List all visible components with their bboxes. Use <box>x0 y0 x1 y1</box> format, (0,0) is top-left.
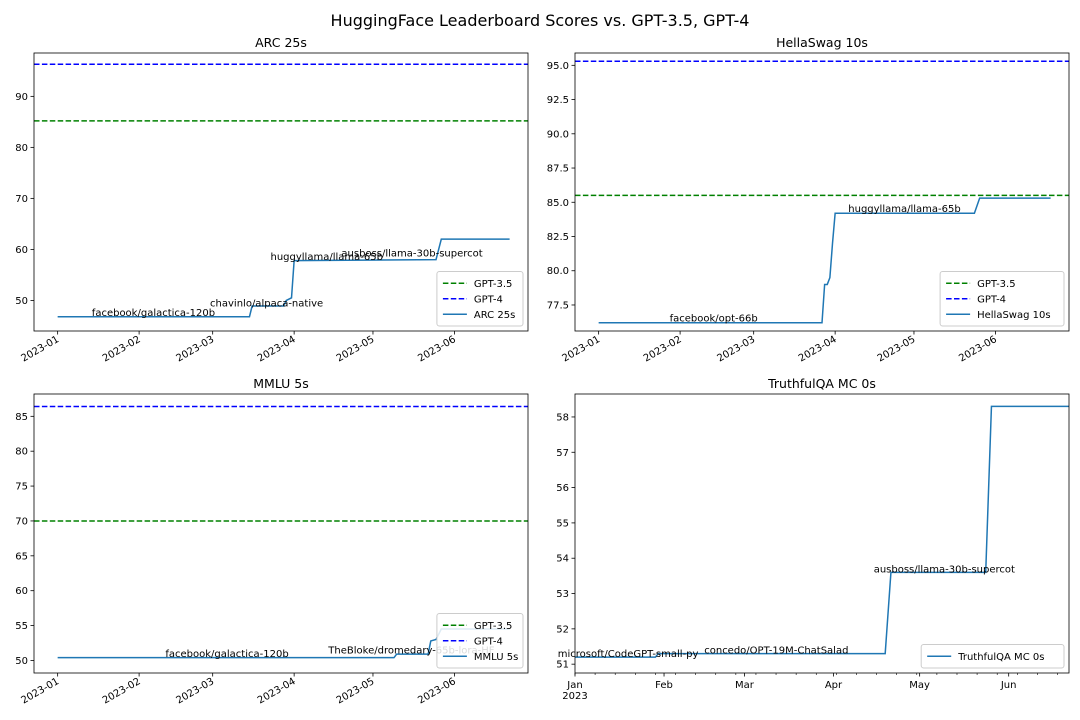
annotation-label: concedo/OPT-19M-ChatSalad <box>704 646 848 657</box>
x-tick-label: 2023-03 <box>715 334 757 364</box>
x-tick-label: 2023-04 <box>256 676 298 706</box>
y-tick-label: 53 <box>556 589 569 600</box>
legend-label: GPT-4 <box>474 294 503 305</box>
y-tick-label: 55 <box>15 621 28 632</box>
x-tick-label: 2023-06 <box>416 676 458 706</box>
annotation-label: TheBloke/dromedary-65b-lora-HF <box>327 645 494 656</box>
y-tick-label: 51 <box>556 660 569 671</box>
y-tick-label: 85 <box>15 412 28 423</box>
y-tick-label: 82.5 <box>547 232 569 243</box>
chart-title: ARC 25s <box>255 35 307 50</box>
annotation-label: facebook/galactica-120b <box>92 308 215 319</box>
legend: TruthfulQA MC 0s <box>920 644 1065 669</box>
annotation-label: facebook/opt-66b <box>670 313 758 324</box>
y-tick-label: 85.0 <box>547 198 569 209</box>
chart-title: MMLU 5s <box>253 376 309 391</box>
legend-box <box>920 644 1065 669</box>
chart-title: HellaSwag 10s <box>776 35 868 50</box>
y-tick-label: 77.5 <box>547 300 569 311</box>
legend-box <box>436 271 524 327</box>
annotation-label: huggyllama/llama-65b <box>848 204 960 215</box>
x-tick-label: 2023-02 <box>101 676 143 706</box>
y-tick-label: 80.0 <box>547 266 569 277</box>
legend-label: GPT-4 <box>977 294 1006 305</box>
legend: GPT-3.5 GPT-4 HellaSwag 10s <box>939 271 1065 327</box>
chart-panel-4: TruthfulQA MC 0s 51 52 53 54 55 56 57 58 Jan 2023 F… <box>556 376 1070 702</box>
y-tick-label: 95.0 <box>547 61 569 72</box>
x-tick-label: 2023-04 <box>797 334 839 364</box>
x-tick-label: 2023-01 <box>19 334 61 364</box>
y-tick-label: 80 <box>15 143 28 154</box>
legend: GPT-3.5 GPT-4 MMLU 5s <box>436 613 524 669</box>
legend-label: TruthfulQA MC 0s <box>957 652 1044 663</box>
y-tick-label: 65 <box>15 551 28 562</box>
x-tick-label: Feb <box>655 680 673 691</box>
y-tick-label: 87.5 <box>547 164 569 175</box>
x-tick-label: 2023-05 <box>876 334 918 364</box>
plot-frame <box>574 52 1070 332</box>
y-tick-label: 50 <box>15 656 28 667</box>
x-tick-label: Jun <box>1000 680 1017 691</box>
x-tick-label: 2023-01 <box>560 334 602 364</box>
plot-frame <box>574 393 1070 674</box>
x-tick-label: 2023-02 <box>642 334 684 364</box>
annotation-label: microsoft/CodeGPT-small-py <box>558 649 699 660</box>
plot-frame <box>33 52 529 332</box>
x-tick-label: 2023-03 <box>174 676 216 706</box>
y-tick-label: 75 <box>15 482 28 493</box>
chart-panel-3: MMLU 5s 50 55 60 65 70 75 80 85 2023-01 2023-02 202… <box>15 376 529 706</box>
x-tick-label: 2023-03 <box>174 334 216 364</box>
plot-frame <box>33 393 529 674</box>
chart-title: TruthfulQA MC 0s <box>767 376 876 391</box>
annotation-label: huggyllama/llama-65b <box>270 252 382 263</box>
y-tick-label: 80 <box>15 447 28 458</box>
legend-label: MMLU 5s <box>474 652 518 663</box>
y-tick-label: 58 <box>556 412 569 423</box>
legend-label: HellaSwag 10s <box>977 310 1050 321</box>
x-tick-label: May <box>909 680 930 691</box>
y-tick-label: 92.5 <box>547 95 569 106</box>
annotation-label: ausboss/llama-30b-supercot <box>341 249 482 260</box>
figure-title: HuggingFace Leaderboard Scores vs. GPT-3… <box>331 11 750 30</box>
series-line-0 <box>598 197 1051 324</box>
x-tick-label: Mar <box>735 680 755 691</box>
y-tick-label: 54 <box>556 554 569 565</box>
x-tick-label: 2023-06 <box>416 334 458 364</box>
x-tick-label: Apr <box>825 680 843 691</box>
legend-label: GPT-4 <box>474 636 503 647</box>
y-tick-label: 90 <box>15 92 28 103</box>
annotation-label: chavinlo/alpaca-native <box>210 299 323 310</box>
legend-label: GPT-3.5 <box>977 279 1015 290</box>
legend-label: ARC 25s <box>474 310 515 321</box>
legend-label: GPT-3.5 <box>474 621 512 632</box>
y-tick-label: 70 <box>15 516 28 527</box>
y-tick-label: 50 <box>15 296 28 307</box>
series-line-0 <box>57 238 510 318</box>
y-tick-label: 90.0 <box>547 129 569 140</box>
y-tick-label: 57 <box>556 448 569 459</box>
x-tick-label: Jan 2023 <box>562 680 587 702</box>
legend-label: GPT-3.5 <box>474 279 512 290</box>
annotation-label: facebook/galactica-120b <box>165 649 288 660</box>
series-line-0 <box>575 405 1069 658</box>
x-tick-label: 2023-04 <box>256 334 298 364</box>
y-tick-label: 60 <box>15 245 28 256</box>
y-tick-label: 52 <box>556 624 569 635</box>
chart-panel-2: HellaSwag 10s 77.5 80.0 82.5 85.0 87.5 90.0 92.… <box>547 35 1070 364</box>
x-tick-label: 2023-02 <box>101 334 143 364</box>
x-tick-label: 2023-05 <box>335 676 377 706</box>
chart-panel-1: ARC 25s 50 60 70 80 90 2023-01 2023-02 2023-03 20… <box>15 35 529 364</box>
x-tick-label: 2023-01 <box>19 676 61 706</box>
y-tick-label: 56 <box>556 483 569 494</box>
legend-box <box>436 613 524 669</box>
x-tick-label: 2023-05 <box>335 334 377 364</box>
x-tick-label: 2023-06 <box>957 334 999 364</box>
legend-box <box>939 271 1065 327</box>
y-tick-label: 60 <box>15 586 28 597</box>
legend: GPT-3.5 GPT-4 ARC 25s <box>436 271 524 327</box>
y-tick-label: 55 <box>556 518 569 529</box>
y-tick-label: 70 <box>15 194 28 205</box>
annotation-label: ausboss/llama-30b-supercot <box>874 564 1015 575</box>
